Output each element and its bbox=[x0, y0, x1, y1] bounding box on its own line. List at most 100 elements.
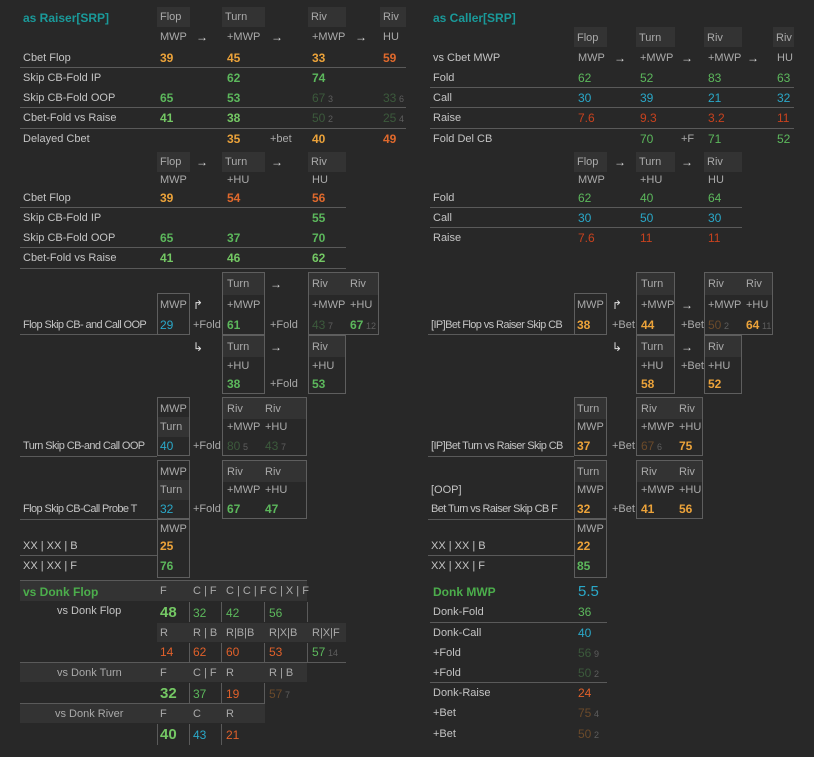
connector-label: +Bet bbox=[681, 319, 704, 331]
stat-box bbox=[157, 293, 190, 335]
divider bbox=[20, 334, 157, 335]
box-subheader: +MWP bbox=[312, 299, 346, 311]
stat-value: 70 bbox=[640, 132, 654, 146]
stat-value: 32 bbox=[160, 502, 174, 516]
row-label: vs Cbet MWP bbox=[433, 52, 501, 64]
box-subheader: +MWP bbox=[708, 299, 742, 311]
stat-value: 42 bbox=[226, 606, 240, 620]
stat-value: 39 bbox=[640, 91, 654, 105]
box-header: Riv bbox=[679, 403, 695, 415]
box-header: Turn bbox=[641, 341, 664, 353]
stat-value: 44 bbox=[641, 318, 655, 332]
column-subheader: MWP bbox=[160, 174, 187, 186]
column-header: Riv bbox=[707, 156, 723, 168]
row-label: Raise bbox=[433, 232, 462, 244]
row-label: Skip CB-Fold OOP bbox=[23, 92, 116, 104]
stat-value: 37 bbox=[227, 231, 241, 245]
divider bbox=[264, 643, 265, 662]
box-subheader: +HU bbox=[679, 421, 702, 433]
connector-label: +Fold bbox=[193, 503, 221, 515]
stat-value: 41 bbox=[160, 111, 174, 125]
box-subheader: +MWP bbox=[641, 484, 675, 496]
column-header: F bbox=[160, 585, 167, 597]
section-title: as Raiser[SRP] bbox=[23, 11, 110, 25]
box-subheader: +HU bbox=[746, 299, 769, 311]
stat-value: 83 bbox=[708, 71, 722, 85]
sample-count: 2 bbox=[594, 669, 600, 679]
connector-label: +Bet bbox=[612, 503, 635, 515]
stat-value: 5.5 bbox=[578, 583, 599, 600]
row-label: Fold Del CB bbox=[433, 133, 493, 145]
divider bbox=[307, 602, 308, 622]
stat-value: 39 bbox=[160, 191, 174, 205]
stat-value: 11 bbox=[640, 231, 653, 245]
column-subheader: HU bbox=[383, 31, 399, 43]
box-header: Riv bbox=[708, 278, 724, 290]
box-subheader: +MWP bbox=[227, 484, 261, 496]
box-subheader: +HU bbox=[265, 484, 288, 496]
box-header: Riv bbox=[227, 466, 243, 478]
row-label: XX | XX | B bbox=[431, 540, 486, 552]
stat-box bbox=[636, 335, 675, 394]
column-header: Riv bbox=[383, 11, 399, 23]
stat-box bbox=[222, 460, 307, 519]
stat-value: 71 bbox=[708, 132, 722, 146]
stat-value: 56 bbox=[679, 502, 693, 516]
column-header: Turn bbox=[225, 11, 248, 23]
header-background bbox=[223, 336, 264, 357]
header-background bbox=[773, 27, 794, 47]
box-header: Riv bbox=[312, 278, 328, 290]
box-subheader: +HU bbox=[312, 360, 335, 372]
stat-value: 33 bbox=[312, 51, 326, 65]
divider bbox=[428, 555, 574, 556]
header-background bbox=[158, 417, 189, 437]
stat-value: 35 bbox=[227, 132, 241, 146]
box-subheader: +HU bbox=[641, 360, 664, 372]
box-header: Riv bbox=[746, 278, 762, 290]
column-header: C | C | F bbox=[226, 585, 267, 597]
stat-value: 41 bbox=[160, 251, 174, 265]
stat-value: 64 bbox=[708, 191, 722, 205]
stat-value: 25 bbox=[160, 539, 174, 553]
sample-count: 7 bbox=[328, 321, 334, 331]
box-subheader: +HU bbox=[350, 299, 373, 311]
sample-count: 12 bbox=[366, 321, 377, 331]
column-header: R | B bbox=[269, 667, 294, 679]
arrow-right-icon: → bbox=[270, 340, 282, 354]
header-background bbox=[705, 336, 741, 357]
stat-value: 41 bbox=[641, 502, 655, 516]
row-label: XX | XX | F bbox=[431, 560, 486, 572]
stat-value: 38 bbox=[577, 318, 591, 332]
header-background bbox=[637, 461, 702, 482]
box-header: Turn bbox=[577, 466, 600, 478]
stat-value: 67 bbox=[350, 318, 364, 332]
header-background bbox=[157, 623, 346, 642]
column-header: F bbox=[160, 667, 167, 679]
column-header: C | X | F bbox=[269, 585, 309, 597]
stat-value: 7.6 bbox=[578, 231, 595, 245]
stat-value: 32 bbox=[777, 91, 791, 105]
sample-count: 14 bbox=[328, 648, 339, 658]
arrow-right-icon: → bbox=[271, 155, 283, 169]
stat-value: 36 bbox=[578, 605, 592, 619]
header-background bbox=[574, 152, 607, 172]
box-subheader: +HU bbox=[708, 360, 731, 372]
section-title: as Caller[SRP] bbox=[433, 11, 516, 25]
sample-count: 11 bbox=[762, 321, 772, 331]
column-subheader: HU bbox=[708, 174, 724, 186]
stat-value: 58 bbox=[641, 377, 655, 391]
column-subheader: HU bbox=[777, 52, 793, 64]
stat-value: 52 bbox=[777, 132, 791, 146]
header-background bbox=[380, 7, 406, 27]
box-subheader: +HU bbox=[265, 421, 288, 433]
stat-value: 21 bbox=[226, 728, 240, 742]
stat-value: 62 bbox=[312, 251, 326, 265]
row-label: vs Donk River bbox=[55, 708, 124, 720]
header-background bbox=[223, 273, 264, 295]
stat-value: 80 bbox=[227, 439, 241, 453]
stat-value: 56 bbox=[312, 191, 326, 205]
stat-value: 64 bbox=[746, 318, 760, 332]
box-subheader: +MWP bbox=[641, 299, 675, 311]
stat-value: 85 bbox=[577, 559, 591, 573]
header-background bbox=[308, 152, 346, 172]
